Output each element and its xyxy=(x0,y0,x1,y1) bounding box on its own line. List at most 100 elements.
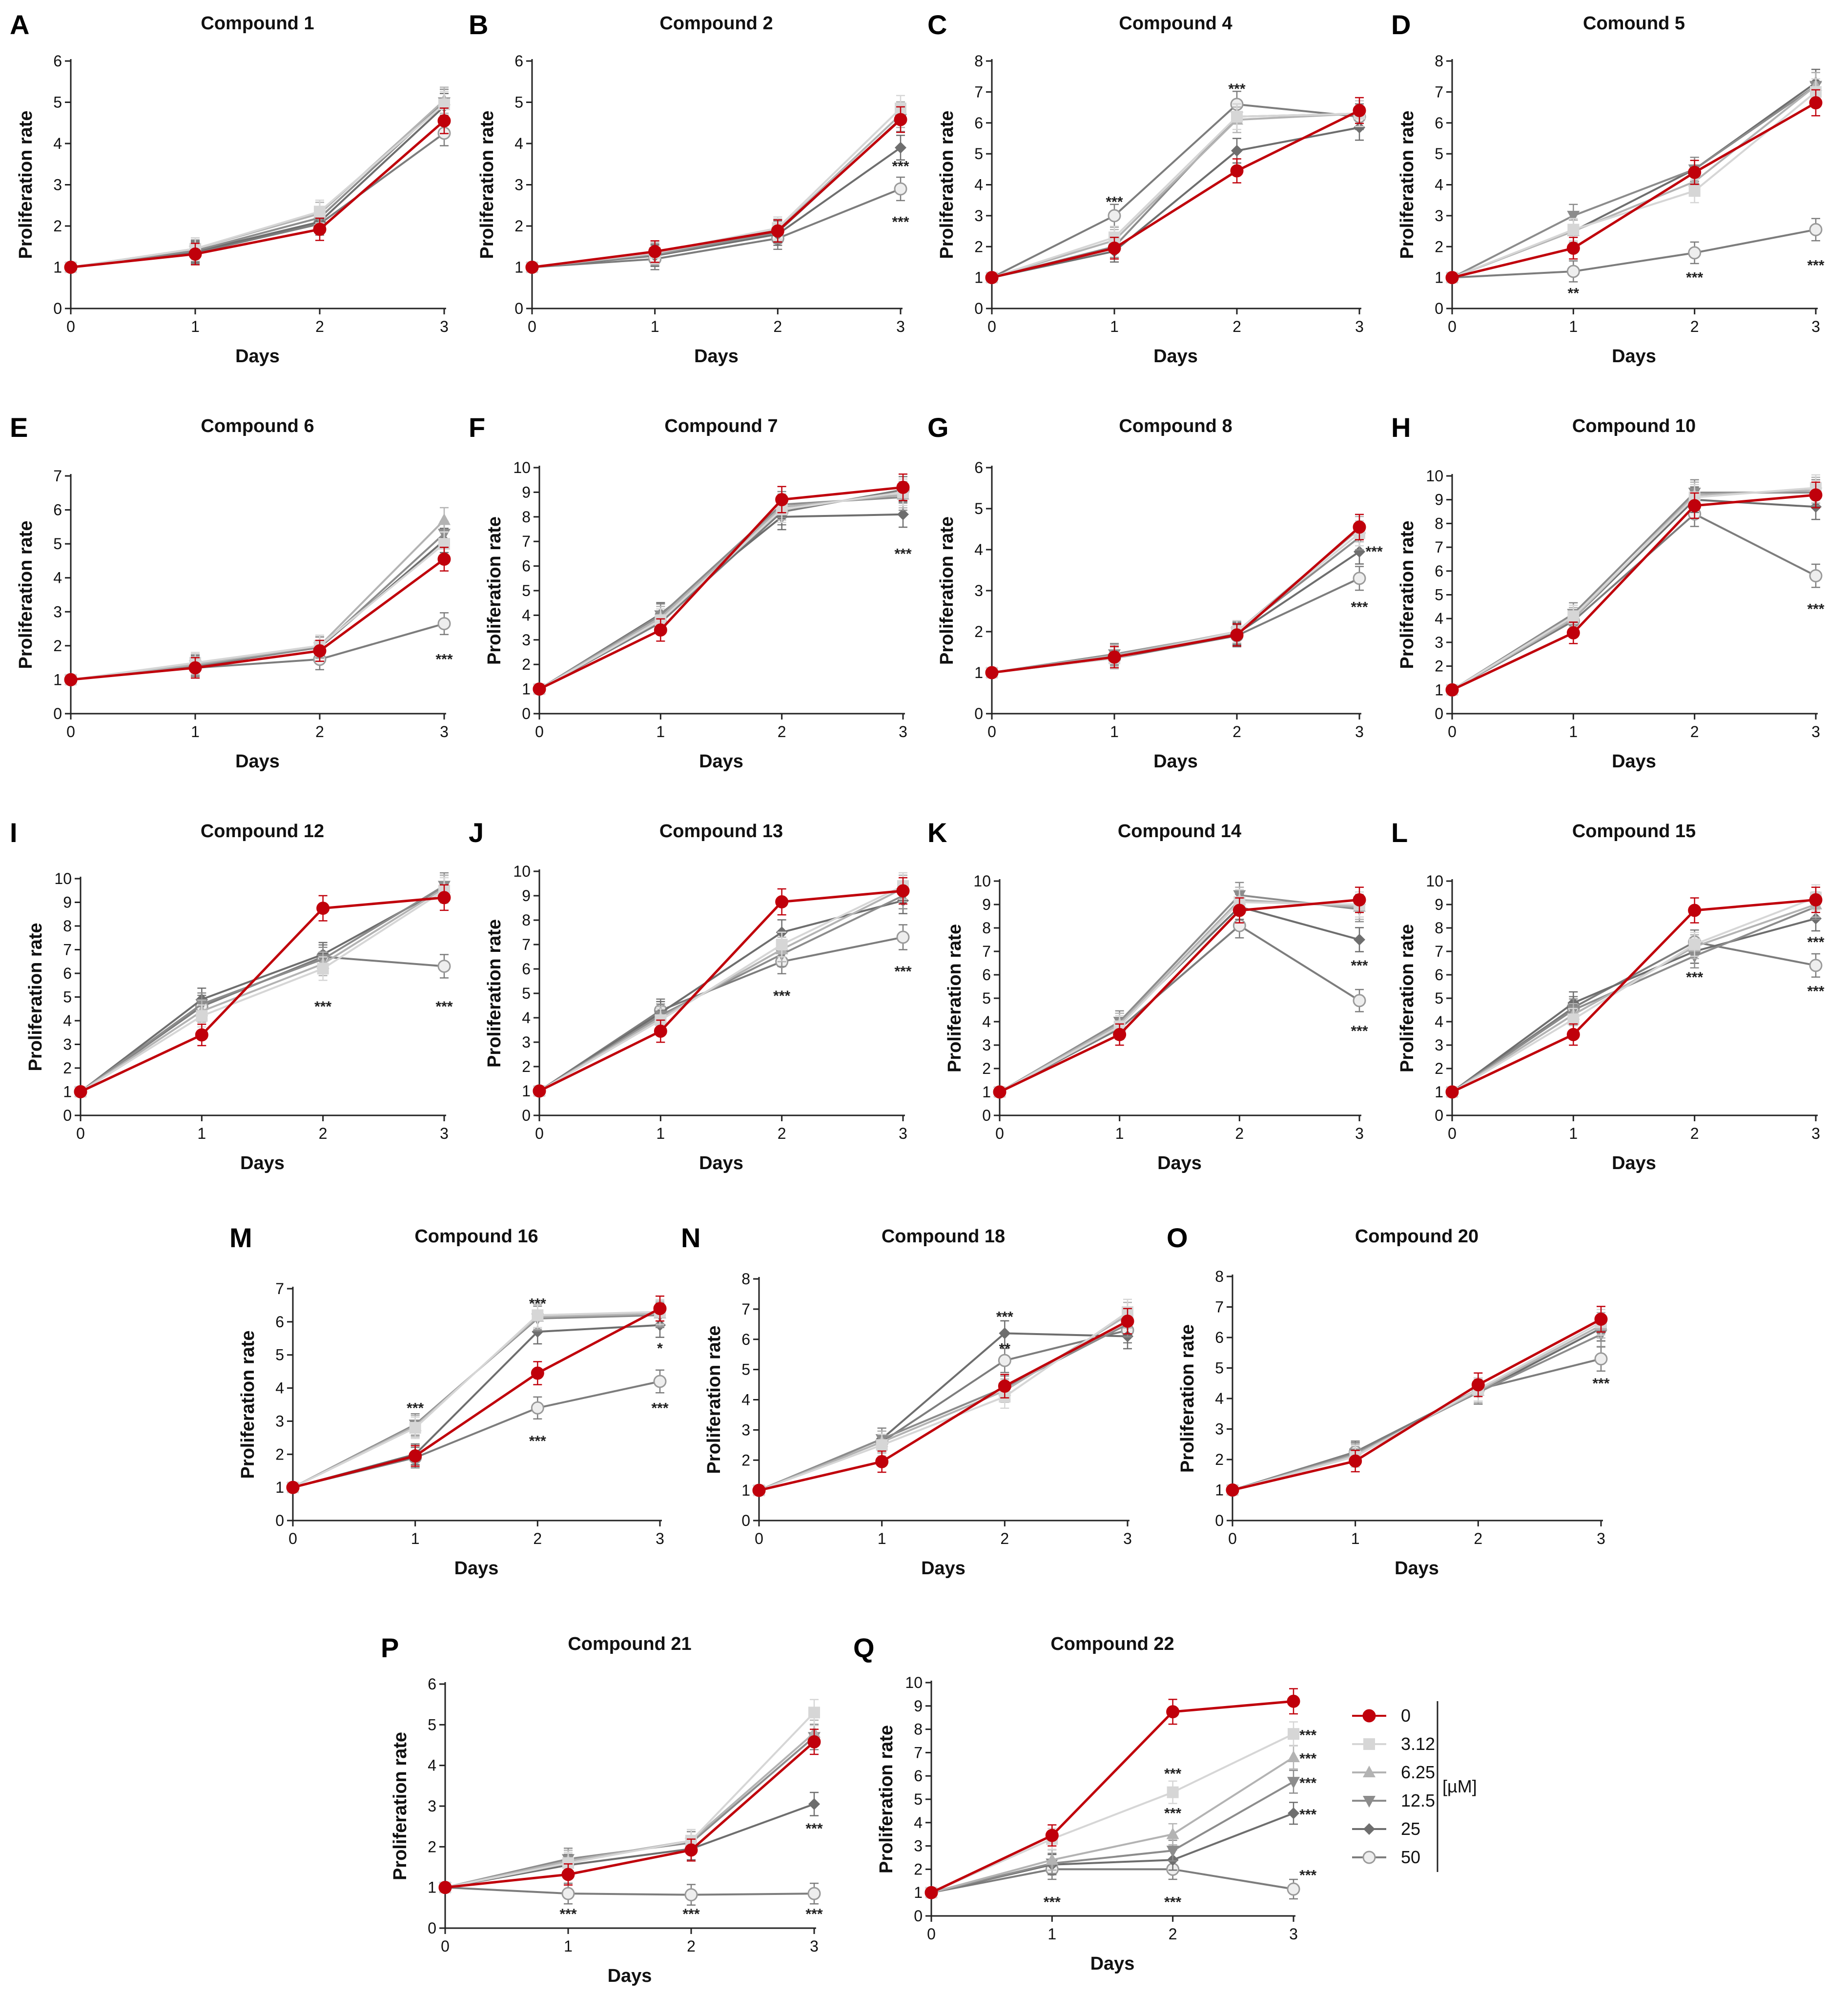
data-point xyxy=(1566,265,1580,278)
series-line xyxy=(1452,85,1817,279)
data-point xyxy=(1231,144,1243,157)
significance-marker: *** xyxy=(682,1906,699,1922)
x-axis-label: Days xyxy=(1612,1153,1656,1173)
data-point xyxy=(533,1084,546,1098)
legend-marker xyxy=(1362,1851,1376,1864)
y-tick-label: 8 xyxy=(974,52,983,70)
y-tick-label: 0 xyxy=(974,705,983,722)
x-tick-label: 2 xyxy=(1232,318,1241,335)
data-point xyxy=(894,182,907,196)
significance-marker: *** xyxy=(1164,1806,1181,1822)
series-line xyxy=(70,105,445,268)
data-point xyxy=(1108,241,1121,255)
series-line xyxy=(445,1736,815,1889)
data-point xyxy=(808,1707,820,1719)
series-3.12 xyxy=(65,531,450,686)
chart-title: Compound 8 xyxy=(1119,416,1232,436)
legend-item: 50 xyxy=(1352,1847,1420,1867)
series-line xyxy=(532,119,902,268)
y-tick-label: 6 xyxy=(514,52,523,70)
data-point xyxy=(985,666,999,679)
series-12.5 xyxy=(439,1724,821,1894)
data-point xyxy=(64,261,78,274)
x-tick-label: 0 xyxy=(927,1925,936,1943)
series-0 xyxy=(1445,89,1823,285)
series-3.12 xyxy=(1446,884,1822,1098)
series-line xyxy=(1451,498,1816,691)
y-tick-label: 0 xyxy=(53,300,62,317)
y-tick-label: 5 xyxy=(428,1716,436,1733)
series-50 xyxy=(533,924,910,1098)
data-point xyxy=(1353,103,1366,117)
series-line xyxy=(1451,941,1816,1093)
y-tick-label: 6 xyxy=(982,966,991,984)
y-axis-label: Proliferation rate xyxy=(704,1325,724,1474)
data-point xyxy=(1809,223,1823,236)
series-line xyxy=(999,894,1360,1093)
data-point xyxy=(993,1085,1006,1099)
series-line xyxy=(1451,898,1816,1093)
y-tick-label: 5 xyxy=(63,988,72,1006)
data-point xyxy=(1166,1827,1179,1839)
data-point xyxy=(314,206,326,218)
data-point xyxy=(1809,96,1823,110)
panel-letter: G xyxy=(927,412,949,443)
data-point xyxy=(1231,111,1243,123)
panel-letter: K xyxy=(927,817,947,848)
data-point xyxy=(1809,959,1823,972)
data-point xyxy=(1688,904,1702,917)
y-tick-label: 0 xyxy=(1435,705,1443,722)
series-50 xyxy=(525,176,907,274)
y-tick-label: 4 xyxy=(974,541,983,558)
x-tick-label: 0 xyxy=(66,318,75,335)
series-line xyxy=(538,895,903,1092)
data-point xyxy=(409,1449,422,1463)
series-0 xyxy=(64,107,451,274)
data-point xyxy=(1232,904,1246,917)
x-tick-label: 2 xyxy=(1690,723,1699,741)
series-3.12 xyxy=(1446,474,1822,696)
y-tick-label: 3 xyxy=(63,1036,72,1053)
x-tick-label: 0 xyxy=(995,1125,1004,1142)
data-point xyxy=(894,113,907,126)
series-line xyxy=(1452,82,1817,279)
chart-title: Compound 20 xyxy=(1355,1226,1478,1247)
x-tick-label: 3 xyxy=(1811,318,1820,335)
y-tick-label: 0 xyxy=(974,300,983,317)
y-tick-label: 2 xyxy=(275,1445,284,1463)
data-point xyxy=(531,1366,544,1380)
x-axis-label: Days xyxy=(699,751,743,772)
series-25 xyxy=(287,1312,666,1494)
y-tick-label: 10 xyxy=(513,863,531,880)
y-tick-label: 9 xyxy=(1435,896,1443,913)
x-tick-label: 1 xyxy=(656,1125,665,1142)
y-axis-label: Proliferation rate xyxy=(937,110,957,259)
panel-letter: A xyxy=(10,9,29,40)
y-axis-label: Proliferation rate xyxy=(1397,520,1417,669)
series-12.5 xyxy=(986,100,1366,285)
data-point xyxy=(437,617,451,631)
data-point xyxy=(1471,1378,1485,1392)
data-point xyxy=(653,1302,667,1316)
series-line xyxy=(931,1868,1294,1894)
y-tick-label: 6 xyxy=(741,1331,750,1348)
data-point xyxy=(74,1085,87,1098)
y-tick-label: 4 xyxy=(974,176,983,194)
x-tick-label: 2 xyxy=(1690,318,1699,335)
series-line xyxy=(930,1700,1294,1894)
legend-item: 0 xyxy=(1352,1706,1411,1726)
y-tick-label: 0 xyxy=(1435,300,1443,317)
y-tick-label: 7 xyxy=(1215,1298,1224,1316)
series-6.25 xyxy=(74,874,451,1097)
y-tick-label: 10 xyxy=(513,459,531,476)
series-0 xyxy=(985,97,1366,285)
series-25 xyxy=(925,1802,1299,1899)
y-tick-label: 6 xyxy=(1435,966,1443,984)
series-line xyxy=(445,1803,815,1889)
y-tick-label: 8 xyxy=(1435,514,1443,532)
panel-letter: O xyxy=(1167,1222,1188,1253)
x-tick-label: 2 xyxy=(687,1937,696,1955)
y-tick-label: 5 xyxy=(53,94,62,111)
series-line xyxy=(292,1311,660,1488)
series-3.12 xyxy=(439,1699,820,1893)
